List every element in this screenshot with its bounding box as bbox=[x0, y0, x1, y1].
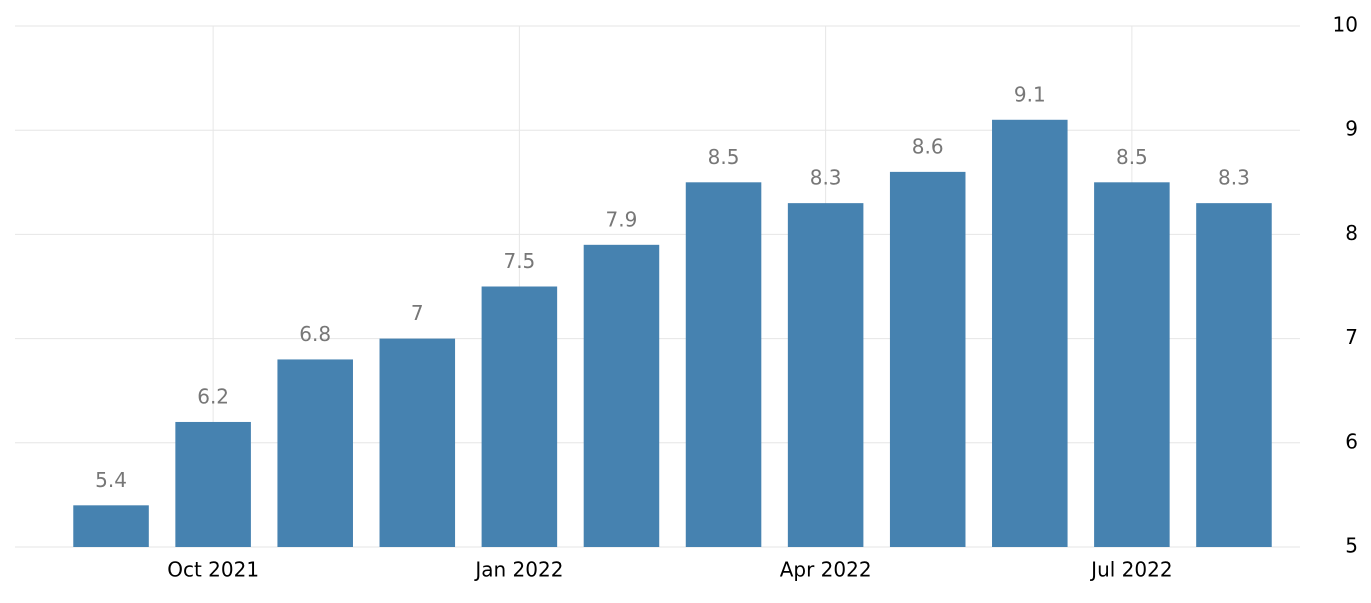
bar bbox=[889, 171, 966, 547]
y-tick-label: 7 bbox=[1345, 325, 1358, 349]
bar bbox=[481, 286, 558, 547]
bar bbox=[1196, 203, 1272, 547]
value-label: 7.5 bbox=[503, 249, 535, 273]
value-label: 6.8 bbox=[299, 322, 331, 346]
y-tick-label: 9 bbox=[1345, 117, 1358, 141]
x-tick-label: Jan 2022 bbox=[473, 558, 563, 582]
value-label: 7.9 bbox=[606, 207, 638, 231]
y-tick-label: 10 bbox=[1333, 13, 1358, 37]
bar bbox=[379, 338, 456, 547]
value-label: 8.6 bbox=[912, 134, 944, 158]
x-tick-label: Jul 2022 bbox=[1089, 558, 1172, 582]
value-label: 8.3 bbox=[810, 166, 842, 190]
bar bbox=[583, 244, 660, 547]
y-tick-label: 5 bbox=[1345, 534, 1358, 558]
value-label: 5.4 bbox=[95, 468, 127, 492]
bar bbox=[73, 505, 149, 547]
bar bbox=[277, 359, 353, 547]
y-tick-label: 8 bbox=[1345, 221, 1358, 245]
x-tick-label: Oct 2021 bbox=[167, 558, 259, 582]
bar bbox=[175, 421, 251, 547]
bar bbox=[992, 119, 1068, 547]
value-label: 8.5 bbox=[708, 145, 740, 169]
x-tick-label: Apr 2022 bbox=[780, 558, 872, 582]
value-label: 7 bbox=[411, 301, 424, 325]
bar bbox=[787, 203, 864, 547]
value-label: 8.3 bbox=[1218, 166, 1250, 190]
value-label: 8.5 bbox=[1116, 145, 1148, 169]
y-tick-label: 6 bbox=[1345, 429, 1358, 453]
bar bbox=[1094, 182, 1170, 548]
bar bbox=[685, 182, 762, 548]
value-label: 9.1 bbox=[1014, 82, 1046, 106]
value-label: 6.2 bbox=[197, 384, 229, 408]
